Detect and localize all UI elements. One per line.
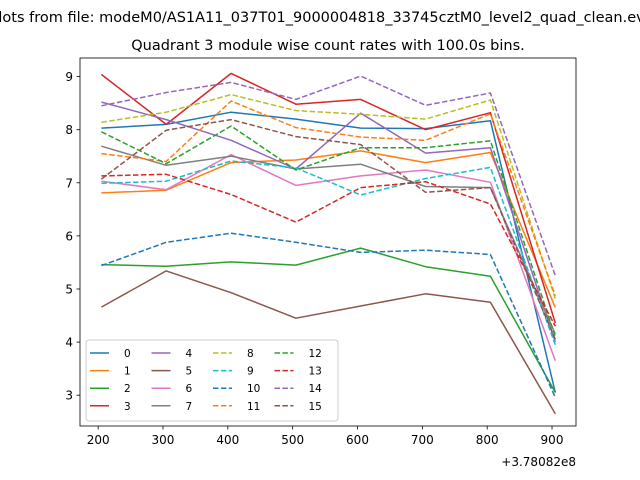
axes: 200 300 400 500 600 700 800 900 3 4 5 6 7 8 9	[65, 57, 577, 447]
series-line-6	[101, 153, 557, 361]
x-tick-label: 600	[346, 433, 369, 447]
x-tick-label: 700	[411, 433, 434, 447]
legend-label-2: 2	[124, 383, 131, 395]
legend-label-13: 13	[309, 366, 322, 378]
legend-label-10: 10	[247, 383, 260, 395]
legend-label-15: 15	[309, 401, 322, 413]
x-tick-label: 300	[152, 433, 175, 447]
series-line-13	[101, 173, 556, 327]
y-tick-label: 4	[65, 336, 73, 350]
series-line-4	[101, 101, 557, 343]
legend-label-7: 7	[186, 401, 193, 413]
y-tick-label: 6	[65, 229, 73, 243]
legend-label-9: 9	[247, 366, 254, 378]
series-line-5	[101, 270, 556, 415]
x-tick-label: 400	[216, 433, 239, 447]
x-tick-label: 500	[281, 433, 304, 447]
y-tick-label: 7	[65, 176, 73, 190]
chart-title: Quadrant 3 module wise count rates with …	[131, 38, 525, 54]
plot-area	[100, 72, 557, 415]
series-line-7	[101, 145, 556, 335]
y-tick-label: 3	[65, 389, 73, 403]
legend-label-12: 12	[309, 348, 322, 360]
legend-label-6: 6	[186, 383, 193, 395]
series-line-11	[101, 100, 557, 297]
y-tick-label: 9	[65, 70, 73, 84]
x-tick-label: 200	[87, 433, 110, 447]
y-tick-label: 5	[65, 282, 73, 296]
series-line-3	[100, 72, 557, 324]
legend-box	[85, 339, 339, 422]
x-tick-label: 800	[476, 433, 499, 447]
series-line-8	[101, 93, 557, 299]
legend-label-1: 1	[124, 366, 131, 378]
figure-suptitle: Plots from file: modeM0/AS1A11_037T01_90…	[0, 10, 640, 26]
series-line-2	[101, 247, 556, 393]
legend-label-0: 0	[124, 348, 131, 360]
legend-label-14: 14	[309, 383, 323, 395]
legend-label-8: 8	[247, 348, 254, 360]
legend-label-11: 11	[247, 401, 260, 413]
x-tick-label: 900	[541, 433, 564, 447]
series-line-1	[101, 150, 556, 308]
axes-frame	[79, 57, 577, 427]
legend-label-4: 4	[186, 348, 193, 360]
series-line-10	[101, 232, 556, 398]
legend-label-3: 3	[124, 401, 131, 413]
x-axis-offset-label: +3.78082e8	[501, 455, 576, 469]
series-line-12	[101, 125, 557, 338]
y-tick-label: 8	[65, 123, 73, 137]
legend-label-5: 5	[186, 366, 193, 378]
series-line-15	[100, 118, 556, 340]
series-line-14	[101, 75, 557, 276]
